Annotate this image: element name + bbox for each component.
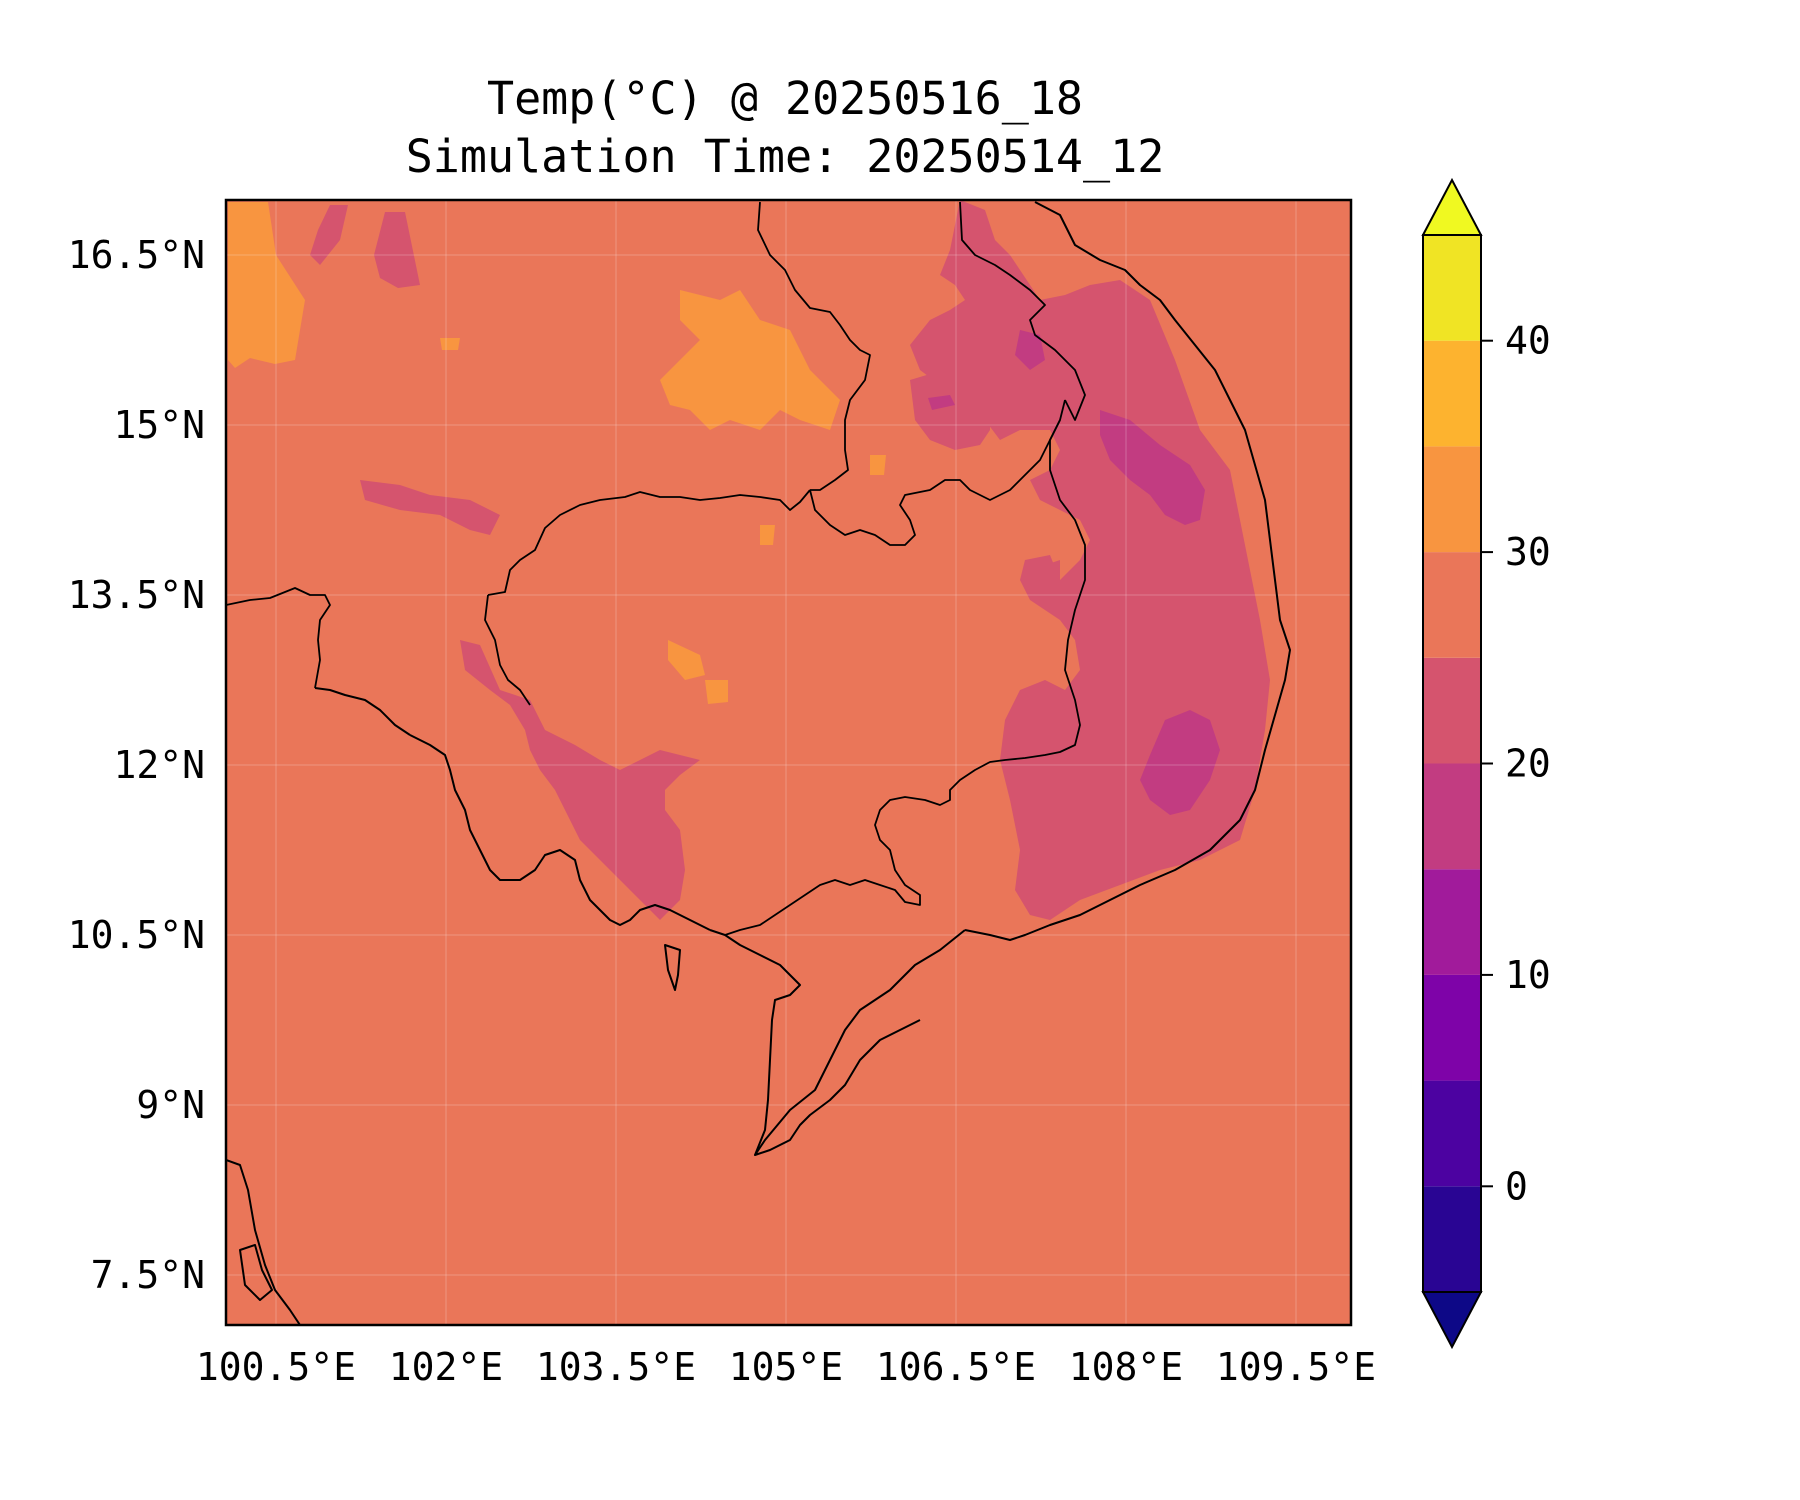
thai-peninsula-coast bbox=[226, 1159, 301, 1325]
contour-20-25-north-ridge bbox=[374, 212, 420, 288]
colorbar-tick-label: 10 bbox=[1505, 953, 1551, 997]
colorbar-band bbox=[1423, 446, 1481, 553]
colorbar-band bbox=[1423, 974, 1481, 1081]
colorbar-band bbox=[1423, 657, 1481, 764]
contour-15-20-laos-small bbox=[1015, 330, 1045, 370]
small-island bbox=[239, 1244, 273, 1301]
y-tick-label: 12°N bbox=[113, 743, 205, 787]
colorbar-band bbox=[1423, 235, 1481, 341]
coastlines-and-borders bbox=[226, 201, 1291, 1325]
colorbar-band bbox=[1423, 340, 1481, 447]
x-tick-label: 108°E bbox=[1069, 1345, 1183, 1389]
contour-30-35-small-5 bbox=[440, 338, 460, 350]
colorbar-bands bbox=[1423, 235, 1481, 1292]
x-tick-label: 106.5°E bbox=[876, 1345, 1036, 1389]
colorbar-band bbox=[1423, 1186, 1481, 1292]
map-panel bbox=[224, 198, 1353, 1327]
contour-30-35-laos-south bbox=[660, 290, 840, 430]
thailand-myanmar-border bbox=[226, 587, 331, 689]
y-tick-label: 16.5°N bbox=[68, 233, 205, 277]
contour-20-25-nw-ridge bbox=[310, 205, 348, 265]
thai-gulf-coast bbox=[314, 687, 411, 736]
cambodia-west-border bbox=[484, 594, 531, 706]
phu-quoc-island bbox=[664, 944, 681, 991]
colorbar: 40 30 20 10 0 bbox=[1421, 177, 1551, 1350]
colorbar-tick-label: 30 bbox=[1505, 530, 1551, 574]
colorbar-tick-label: 20 bbox=[1505, 742, 1551, 786]
y-tick-label: 10.5°N bbox=[68, 913, 205, 957]
vietnam-coastline bbox=[964, 201, 1291, 941]
gulf-coastline bbox=[409, 734, 711, 931]
laos-thailand-border bbox=[757, 201, 871, 491]
contour-15-20-central-highlands-north bbox=[1100, 410, 1205, 525]
colorbar-tick-label: 40 bbox=[1505, 319, 1551, 363]
laos-vietnam-border bbox=[959, 201, 1086, 421]
contour-30-35-nw bbox=[228, 202, 305, 368]
map-frame bbox=[224, 198, 1353, 1327]
colorbar-band bbox=[1423, 763, 1481, 870]
contour-30-35-small-4 bbox=[870, 455, 886, 475]
contour-30-35-small-1 bbox=[668, 640, 705, 680]
x-tick-label: 100.5°E bbox=[196, 1345, 356, 1389]
title-line-2: Simulation Time: 20250514_12 bbox=[405, 130, 1165, 183]
y-axis: 16.5°N 15°N 13.5°N 12°N 10.5°N 9°N 7.5°N bbox=[68, 233, 205, 1297]
colorbar-under-triangle bbox=[1421, 1291, 1483, 1350]
contour-15-20-central-highlands-south bbox=[1140, 710, 1220, 815]
delta-west-coast bbox=[709, 929, 801, 1156]
contour-30-35-small-2 bbox=[705, 680, 728, 704]
colorbar-band bbox=[1423, 869, 1481, 975]
contour-20-25-cardamom bbox=[460, 640, 700, 920]
colorbar-tick-label: 0 bbox=[1505, 1164, 1528, 1208]
contour-20-25-small-east bbox=[1030, 560, 1060, 585]
x-axis: 100.5°E 102°E 103.5°E 105°E 106.5°E 108°… bbox=[196, 1345, 1376, 1389]
cambodia-vietnam-border bbox=[724, 419, 1086, 936]
x-tick-label: 103.5°E bbox=[536, 1345, 696, 1389]
contour-20-25-thai-ridge bbox=[360, 480, 500, 535]
contour-15-20-laos-small-2 bbox=[928, 395, 955, 410]
contour-30-35-small-3 bbox=[760, 525, 775, 545]
y-tick-label: 9°N bbox=[136, 1083, 205, 1127]
colorbar-over-triangle bbox=[1421, 177, 1483, 236]
colorbar-band bbox=[1423, 552, 1481, 658]
x-tick-label: 105°E bbox=[729, 1345, 843, 1389]
x-tick-label: 102°E bbox=[389, 1345, 503, 1389]
colorbar-ticks: 40 30 20 10 0 bbox=[1481, 319, 1551, 1208]
cambodia-laos-border bbox=[809, 399, 1066, 546]
gridlines bbox=[226, 200, 1351, 1325]
y-tick-label: 7.5°N bbox=[91, 1253, 205, 1297]
colorbar-band bbox=[1423, 1080, 1481, 1187]
chart-title: Temp(°C) @ 20250516_18 Simulation Time: … bbox=[0, 70, 1570, 186]
contour-20-25-central-laos bbox=[910, 365, 990, 450]
y-tick-label: 13.5°N bbox=[68, 573, 205, 617]
x-tick-label: 109.5°E bbox=[1216, 1345, 1376, 1389]
title-line-1: Temp(°C) @ 20250516_18 bbox=[486, 72, 1084, 125]
y-tick-label: 15°N bbox=[113, 403, 205, 447]
cambodia-thailand-border bbox=[487, 489, 811, 596]
temperature-contours bbox=[228, 200, 1270, 920]
